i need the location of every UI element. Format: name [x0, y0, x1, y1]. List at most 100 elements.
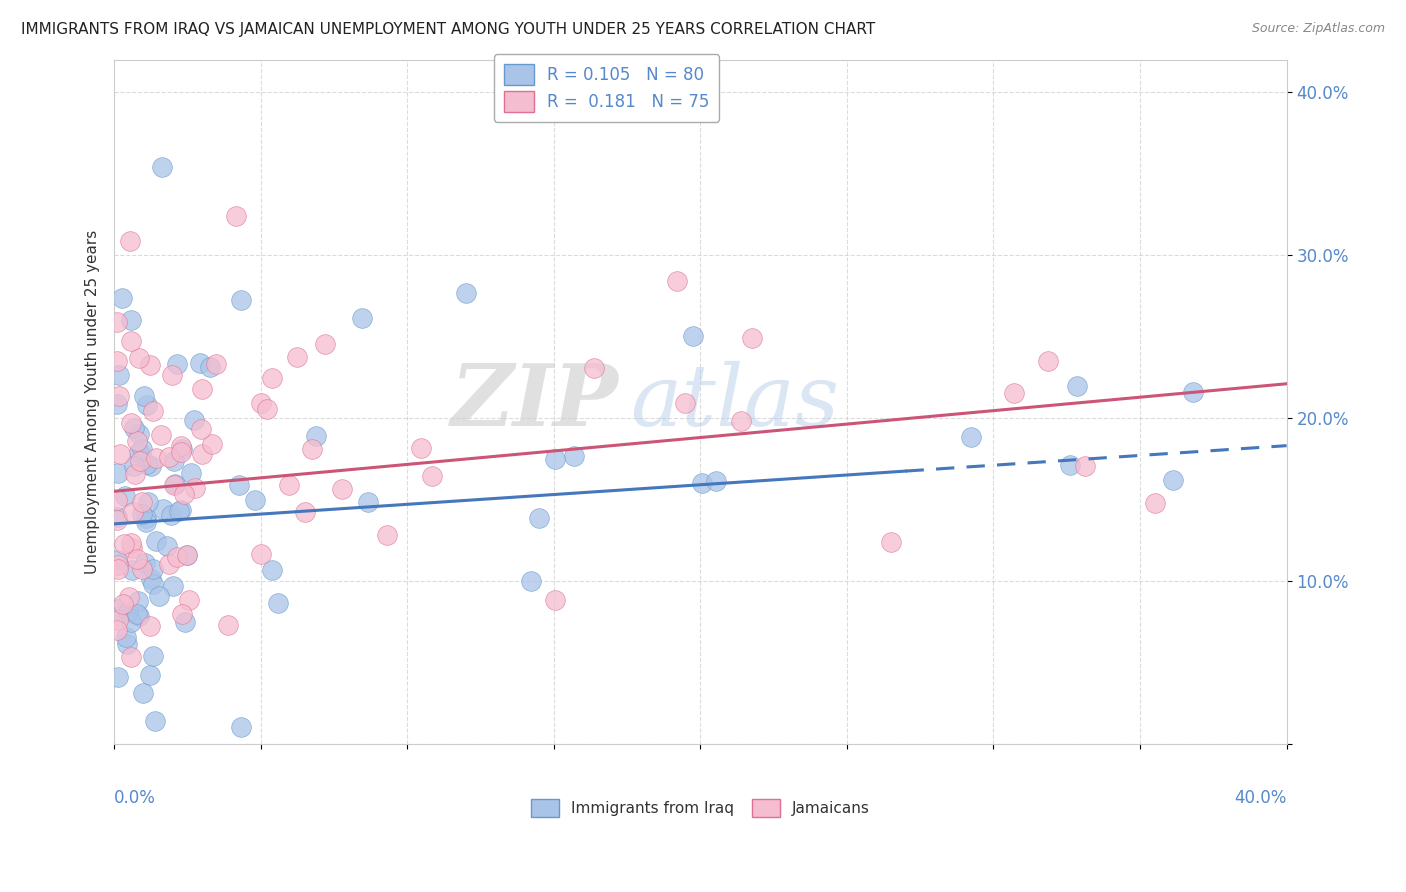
Point — [110, 447, 132, 461]
Point — [205, 357, 228, 371]
Point — [188, 355, 211, 369]
Point — [411, 441, 433, 455]
Point — [143, 714, 166, 728]
Point — [145, 450, 167, 465]
Point — [139, 458, 162, 473]
Point — [107, 558, 129, 573]
Text: 0.0%: 0.0% — [114, 789, 156, 807]
Point — [142, 649, 165, 664]
Point — [880, 535, 903, 549]
Point — [157, 558, 180, 572]
Text: 40.0%: 40.0% — [1234, 789, 1286, 807]
Point — [134, 556, 156, 570]
Point — [120, 234, 142, 248]
Point — [139, 618, 162, 632]
Point — [170, 445, 193, 459]
Point — [114, 489, 136, 503]
Point — [357, 495, 380, 509]
Point — [562, 450, 585, 464]
Point — [131, 508, 153, 522]
Point — [520, 574, 543, 588]
Point — [141, 404, 163, 418]
Point — [105, 353, 128, 368]
Point — [285, 351, 308, 365]
Point — [169, 504, 191, 518]
Point — [142, 562, 165, 576]
Point — [120, 416, 142, 430]
Point — [105, 493, 128, 508]
Point — [120, 334, 142, 348]
Point — [105, 513, 128, 527]
Point — [176, 548, 198, 562]
Point — [330, 482, 353, 496]
Point — [249, 396, 271, 410]
Point — [115, 630, 138, 644]
Point — [682, 329, 704, 343]
Point — [136, 457, 159, 471]
Point — [229, 721, 252, 735]
Point — [1002, 385, 1025, 400]
Point — [105, 509, 128, 524]
Y-axis label: Unemployment Among Youth under 25 years: Unemployment Among Youth under 25 years — [86, 229, 100, 574]
Point — [217, 617, 239, 632]
Point — [245, 493, 267, 508]
Point — [229, 293, 252, 307]
Point — [179, 593, 201, 607]
Point — [142, 577, 165, 591]
Point — [112, 537, 135, 551]
Point — [544, 593, 567, 607]
Point — [375, 527, 398, 541]
Point — [135, 398, 157, 412]
Point — [138, 495, 160, 509]
Point — [1182, 385, 1205, 400]
Point — [176, 548, 198, 562]
Point — [163, 454, 186, 468]
Point — [1074, 458, 1097, 473]
Point — [128, 427, 150, 442]
Point — [148, 589, 170, 603]
Point — [132, 686, 155, 700]
Point — [120, 649, 142, 664]
Point — [139, 667, 162, 681]
Point — [1038, 353, 1060, 368]
Point — [201, 437, 224, 451]
Point — [135, 511, 157, 525]
Point — [135, 515, 157, 529]
Point — [183, 413, 205, 427]
Point — [121, 541, 143, 555]
Point — [122, 459, 145, 474]
Point — [262, 563, 284, 577]
Point — [131, 495, 153, 509]
Point — [105, 315, 128, 329]
Point — [159, 508, 181, 522]
Point — [191, 447, 214, 461]
Point — [198, 360, 221, 375]
Point — [111, 292, 134, 306]
Point — [301, 442, 323, 457]
Point — [262, 371, 284, 385]
Point — [173, 487, 195, 501]
Point — [1066, 378, 1088, 392]
Point — [352, 311, 374, 326]
Text: Source: ZipAtlas.com: Source: ZipAtlas.com — [1251, 22, 1385, 36]
Point — [420, 468, 443, 483]
Point — [704, 474, 727, 488]
Point — [1143, 495, 1166, 509]
Point — [117, 605, 139, 619]
Point — [131, 561, 153, 575]
Point — [267, 596, 290, 610]
Point — [170, 503, 193, 517]
Point — [128, 609, 150, 624]
Point — [107, 613, 129, 627]
Point — [128, 445, 150, 459]
Point — [122, 420, 145, 434]
Point — [170, 439, 193, 453]
Point — [277, 477, 299, 491]
Point — [124, 467, 146, 482]
Point — [127, 594, 149, 608]
Point — [138, 358, 160, 372]
Point — [730, 414, 752, 428]
Point — [107, 670, 129, 684]
Point — [122, 505, 145, 519]
Text: IMMIGRANTS FROM IRAQ VS JAMAICAN UNEMPLOYMENT AMONG YOUTH UNDER 25 YEARS CORRELA: IMMIGRANTS FROM IRAQ VS JAMAICAN UNEMPLO… — [21, 22, 876, 37]
